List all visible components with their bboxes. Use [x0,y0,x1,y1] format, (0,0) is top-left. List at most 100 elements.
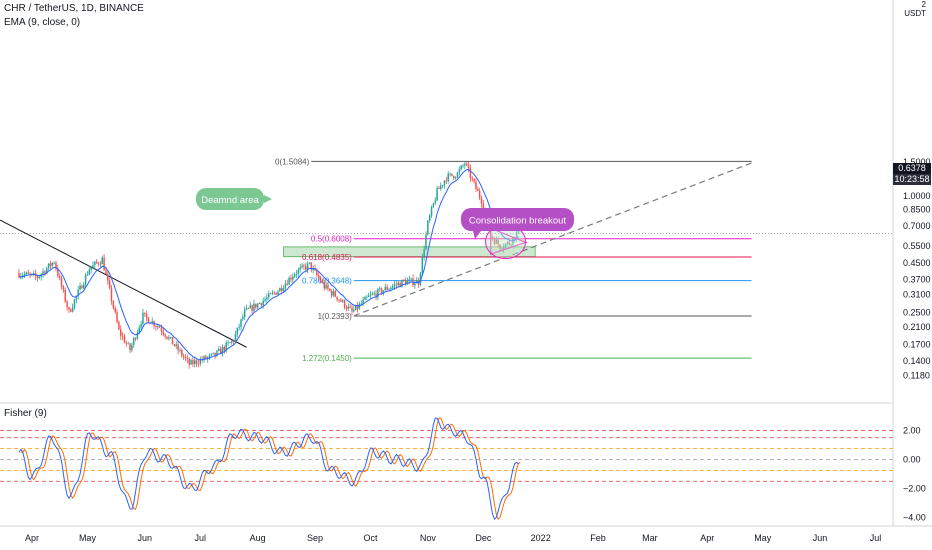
candle-countdown: 10:23:58 [893,174,931,185]
price-pane [0,0,893,402]
candle-body [175,344,177,346]
candle-body [138,327,140,333]
candle-body [140,323,142,328]
candle-body [447,173,449,181]
candle-body [423,249,425,257]
candle-body [295,273,298,275]
candle-body [46,268,48,274]
candle-body [29,273,31,275]
candle-body [231,340,233,343]
candle-body [66,301,68,308]
fib-level-label: 0(1.5084) [275,157,310,166]
candle-body [403,279,405,281]
time-tick-label: Dec [475,533,492,543]
candle-body [245,308,248,310]
candle-body [123,336,126,343]
candle-body [243,309,246,317]
candle-body [441,185,444,187]
candle-body [271,292,274,294]
candle-body [443,180,446,186]
candle-body [258,303,261,304]
candle-body [427,220,429,235]
fisher-tick-label: −2.00 [903,484,926,494]
price-tick-label: 0.3100 [903,289,931,299]
candle-body [103,257,105,271]
candle-body [464,163,466,166]
candle-body [292,276,294,280]
candle-body [379,288,381,290]
candle-body [358,303,361,309]
candle-body [377,289,379,298]
candle-body [410,278,412,280]
candle-body [197,363,200,365]
candle-body [397,282,399,285]
candle-body [425,234,427,250]
price-tick-label: 1.5000 [903,157,931,167]
candle-body [493,239,496,244]
candle-body [214,352,216,357]
candle-body [399,282,401,287]
fisher-legend[interactable]: Fisher (9) [4,408,47,419]
candle-body [219,348,222,354]
candle-body [223,346,226,351]
candle-body [453,175,455,179]
current-price-value: 0.6378 [898,163,926,173]
candle-body [112,301,115,308]
ema-legend[interactable]: EMA (9, close, 0) [4,17,81,28]
candle-body [432,203,435,208]
candle-body [33,273,35,275]
candle-body [460,165,462,170]
candle-body [349,306,351,308]
candle-body [21,275,24,277]
candle-body [251,305,253,311]
candle-body [517,230,520,233]
price-tick-label: 0.1400 [903,356,931,366]
candle-body [293,274,296,277]
candle-body [412,278,414,286]
consolidation-triangle [490,227,528,255]
candle-body [229,342,231,344]
fisher-trigger-line [20,417,521,520]
candle-body [55,262,57,269]
ema-line [18,168,519,361]
candle-body [169,337,172,338]
currency-label: 2 USDT [904,0,926,18]
candle-body [221,346,224,354]
price-tick-label: 0.2100 [903,322,931,332]
ascending-trendline [353,162,752,317]
time-tick-label: Apr [25,533,39,543]
symbol-legend[interactable]: CHR / TetherUS, 1D, BINANCE [4,3,144,14]
candle-body [297,269,300,274]
candle-body [440,185,442,190]
candle-body [510,244,512,246]
candle-body [469,168,472,179]
candle-body [462,165,464,167]
candle-body [317,275,320,279]
candle-body [477,188,479,191]
candle-body [68,307,70,310]
candle-body [38,276,41,279]
candle-body [190,359,192,365]
candle-body [142,312,144,324]
candle-body [336,296,338,300]
candle-body [284,283,287,289]
candle-body [210,353,213,355]
candle-body [171,337,174,345]
candle-body [249,305,251,309]
candle-body [395,284,398,286]
candle-body [118,322,120,330]
candle-body [145,313,148,318]
candle-body [166,336,168,339]
candle-body [373,293,375,295]
time-tick-label: Jul [195,533,207,543]
candle-body [255,303,257,308]
candle-body [194,360,196,365]
candle-body [218,348,220,351]
candle-body [277,291,279,295]
candle-body [64,289,66,302]
candle-body [206,357,209,359]
candle-body [515,232,518,240]
candle-body [445,180,448,182]
candle-body [340,299,342,302]
